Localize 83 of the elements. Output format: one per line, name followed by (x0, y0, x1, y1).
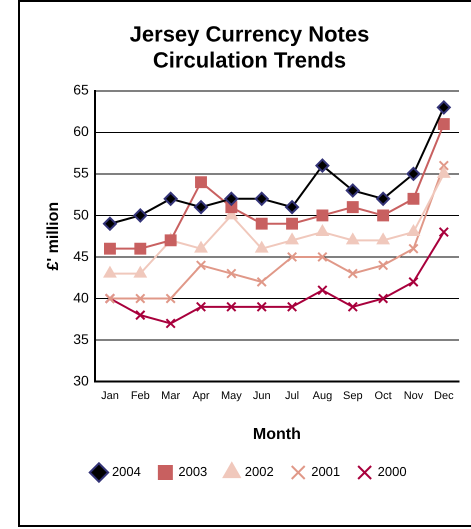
point (196, 260, 206, 271)
point (134, 266, 146, 278)
point (406, 166, 420, 181)
point (346, 184, 360, 198)
x-tick-label: Feb (130, 390, 150, 402)
point (195, 176, 207, 188)
point (256, 218, 268, 230)
point (438, 166, 450, 178)
x-tick-label: Jun (252, 390, 271, 402)
point (135, 293, 146, 304)
point (286, 252, 298, 262)
point (226, 268, 237, 279)
point (285, 200, 300, 214)
point (286, 218, 298, 230)
point (165, 293, 176, 304)
point (165, 318, 176, 329)
y-tick-label: 35 (73, 330, 89, 347)
point (316, 225, 329, 236)
legend-label: 2002 (244, 464, 274, 480)
point (134, 242, 146, 255)
x-tick-label: Jan (101, 390, 119, 402)
point (102, 216, 117, 231)
y-tick-label: 55 (73, 164, 89, 181)
point (408, 243, 419, 254)
point (315, 158, 330, 173)
point (164, 192, 178, 206)
point (438, 118, 450, 130)
point (286, 233, 298, 244)
y-tick-label: 30 (73, 372, 89, 388)
y-axis-title: £' million (45, 202, 62, 271)
point (196, 302, 206, 312)
point (438, 160, 450, 171)
point (346, 201, 359, 214)
point (317, 284, 328, 296)
point (317, 252, 328, 262)
legend-label: 2001 (311, 464, 340, 480)
x-tick-label: Nov (404, 390, 424, 402)
point (104, 266, 116, 278)
y-tick-label: 40 (73, 289, 89, 306)
point (348, 302, 358, 312)
point (254, 192, 269, 206)
point (256, 276, 267, 288)
y-tick-label: 45 (73, 248, 89, 264)
x-tick-label: Dec (434, 390, 454, 402)
legend-label: 2004 (112, 464, 141, 480)
x-axis-title: Month (252, 426, 301, 443)
x-tick-label: Apr (192, 390, 210, 402)
point (348, 268, 358, 279)
x-tick-label: Mar (161, 390, 180, 402)
x-tick-label: May (220, 390, 242, 402)
point (194, 242, 208, 253)
point (256, 302, 267, 312)
point (436, 100, 451, 114)
point (316, 209, 328, 222)
point (438, 226, 450, 238)
point (135, 310, 146, 320)
point (408, 192, 420, 205)
y-tick-label: 60 (73, 123, 89, 140)
point (377, 209, 390, 222)
point (224, 192, 238, 206)
point (376, 192, 390, 206)
legend-label: 2003 (178, 464, 208, 480)
point (226, 302, 237, 312)
text: Jersey Currency Notes (130, 21, 370, 46)
x-tick-label: Sep (342, 390, 363, 402)
point (104, 242, 116, 255)
point (376, 233, 390, 244)
point (378, 260, 388, 271)
point (378, 293, 388, 304)
x-tick-label: Aug (312, 390, 332, 402)
point (194, 200, 208, 214)
point (286, 302, 298, 312)
legend-label: 2000 (378, 464, 407, 480)
x-tick-label: Jul (285, 390, 300, 402)
point (133, 208, 148, 222)
point (407, 225, 420, 236)
y-tick-label: 65 (73, 82, 89, 98)
point (256, 242, 268, 253)
x-tick-label: Oct (374, 390, 392, 402)
point (346, 233, 359, 244)
y-tick-label: 50 (73, 206, 89, 222)
point (408, 276, 419, 288)
text: Circulation Trends (152, 48, 346, 73)
